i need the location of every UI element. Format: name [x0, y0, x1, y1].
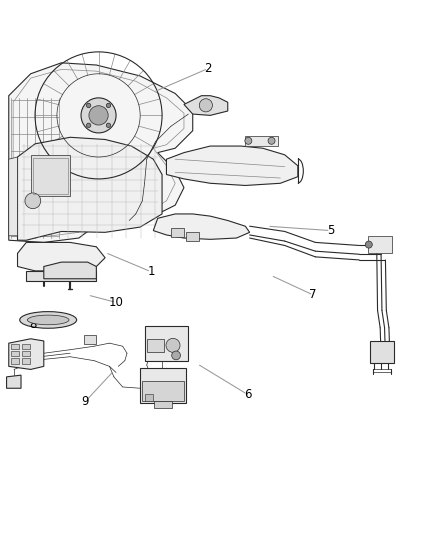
Bar [370, 341, 394, 363]
Circle shape [89, 106, 108, 125]
Bar [22, 351, 30, 356]
Bar [31, 155, 70, 197]
Text: 7: 7 [309, 288, 317, 302]
Bar [140, 368, 186, 403]
Polygon shape [153, 214, 250, 239]
Ellipse shape [20, 312, 77, 328]
Text: 10: 10 [109, 296, 124, 309]
Circle shape [365, 241, 372, 248]
Circle shape [86, 123, 91, 127]
Bar [186, 232, 199, 241]
Bar [147, 339, 164, 352]
Text: 5: 5 [327, 224, 334, 237]
Bar [145, 394, 153, 401]
Text: 8: 8 [29, 318, 36, 331]
Polygon shape [44, 262, 96, 279]
Circle shape [25, 193, 41, 209]
Bar [154, 401, 172, 408]
Circle shape [81, 98, 116, 133]
Circle shape [199, 99, 212, 112]
Bar [22, 344, 30, 349]
Bar [33, 158, 68, 194]
Bar [84, 335, 96, 344]
Circle shape [106, 103, 111, 108]
Polygon shape [9, 339, 44, 369]
Polygon shape [9, 63, 193, 243]
Polygon shape [18, 138, 162, 240]
Text: 1: 1 [147, 265, 155, 278]
Bar [245, 135, 278, 147]
Text: 6: 6 [244, 388, 251, 401]
Text: 2: 2 [204, 62, 212, 75]
Circle shape [268, 138, 275, 144]
Circle shape [106, 123, 111, 127]
Circle shape [245, 138, 252, 144]
Polygon shape [18, 243, 105, 271]
Bar [11, 351, 19, 356]
Polygon shape [166, 146, 298, 185]
Bar [171, 228, 184, 237]
Circle shape [86, 103, 91, 108]
Bar [145, 326, 188, 361]
Text: 9: 9 [81, 395, 89, 408]
Polygon shape [7, 375, 21, 388]
Ellipse shape [27, 315, 69, 325]
Circle shape [172, 351, 180, 360]
Polygon shape [9, 157, 18, 236]
Bar [22, 359, 30, 364]
Bar [11, 344, 19, 349]
Bar [11, 359, 19, 364]
Polygon shape [26, 271, 96, 280]
Circle shape [166, 338, 180, 352]
Polygon shape [184, 96, 228, 115]
Bar [142, 381, 184, 401]
Bar [368, 236, 392, 253]
